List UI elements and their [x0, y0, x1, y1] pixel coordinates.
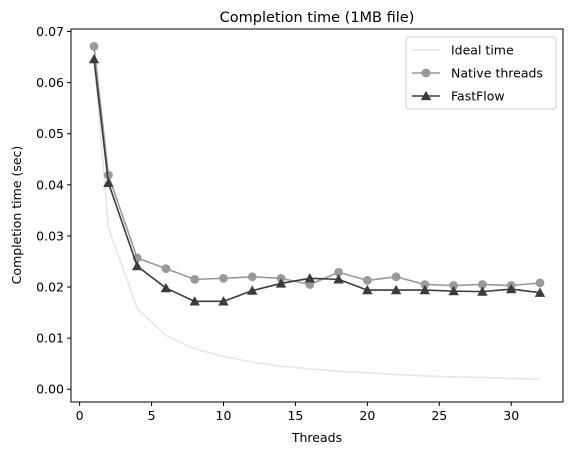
x-tick-label: 0: [76, 408, 84, 423]
y-tick-label: 0.00: [36, 382, 64, 397]
data-point: [89, 41, 99, 51]
x-tick-label: 30: [503, 408, 519, 423]
legend: Ideal time Native threads FastFlow: [405, 36, 557, 110]
data-point: [334, 267, 343, 277]
y-tick-label: 0.06: [36, 75, 64, 90]
data-point: [275, 278, 287, 288]
legend-marker: [421, 68, 431, 78]
data-point: [219, 273, 228, 283]
series-fastflow: [88, 53, 546, 306]
y-tick-label: 0.03: [36, 228, 64, 243]
data-point: [506, 283, 517, 294]
series-line: [93, 58, 540, 380]
data-point: [190, 274, 200, 284]
data-point: [189, 296, 200, 306]
data-point: [333, 274, 344, 284]
legend-label: Native threads: [451, 66, 543, 81]
x-tick-label: 5: [148, 408, 156, 423]
data-point: [390, 284, 402, 295]
data-point: [131, 260, 143, 271]
legend-item: Native threads: [412, 66, 543, 81]
data-point: [247, 285, 258, 295]
data-point: [104, 170, 113, 180]
data-point: [304, 273, 316, 283]
data-point: [362, 284, 373, 295]
y-axis-label: Completion time (sec): [9, 146, 24, 285]
data-point: [391, 272, 401, 282]
legend-label: FastFlow: [451, 89, 505, 104]
legend-item: FastFlow: [412, 89, 505, 104]
data-point: [419, 284, 431, 295]
data-point: [161, 264, 171, 274]
data-point: [218, 296, 229, 306]
x-tick-label: 15: [287, 408, 303, 423]
data-point: [103, 177, 114, 187]
x-tick-label: 25: [431, 408, 447, 423]
series-ideal-time: [93, 58, 540, 380]
data-point: [448, 285, 459, 296]
legend-label: Ideal time: [451, 43, 514, 58]
data-point: [477, 286, 488, 296]
plot-frame: [70, 28, 564, 403]
data-point: [362, 275, 372, 285]
data-point: [420, 280, 430, 289]
data-point: [478, 280, 487, 289]
x-tick-label: 20: [359, 408, 375, 423]
data-point: [535, 278, 545, 288]
x-axis-label: Threads: [291, 430, 342, 445]
y-tick-label: 0.02: [36, 280, 64, 295]
series-layer: [88, 41, 546, 380]
data-point: [88, 53, 100, 64]
data-point: [247, 272, 257, 282]
data-point: [449, 281, 459, 290]
legend-frame: [405, 36, 557, 110]
x-tick-label: 10: [216, 408, 232, 423]
axes-layer: 0 5 10 15 20 25 30 0.00 0.01 0.02 0.03 0.04 0.05 0.06…: [36, 24, 519, 423]
data-point: [160, 282, 172, 293]
legend-item: Ideal time: [412, 43, 514, 58]
chart-title: Completion time (1MB file): [220, 10, 415, 26]
legend-items: Ideal time Native threads FastFlow: [412, 43, 543, 104]
data-point: [534, 287, 546, 297]
y-tick-label: 0.01: [36, 331, 64, 346]
y-tick-label: 0.07: [36, 24, 64, 39]
y-tick-label: 0.04: [36, 177, 64, 192]
y-tick-label: 0.05: [36, 126, 64, 141]
legend-marker: [420, 90, 432, 101]
